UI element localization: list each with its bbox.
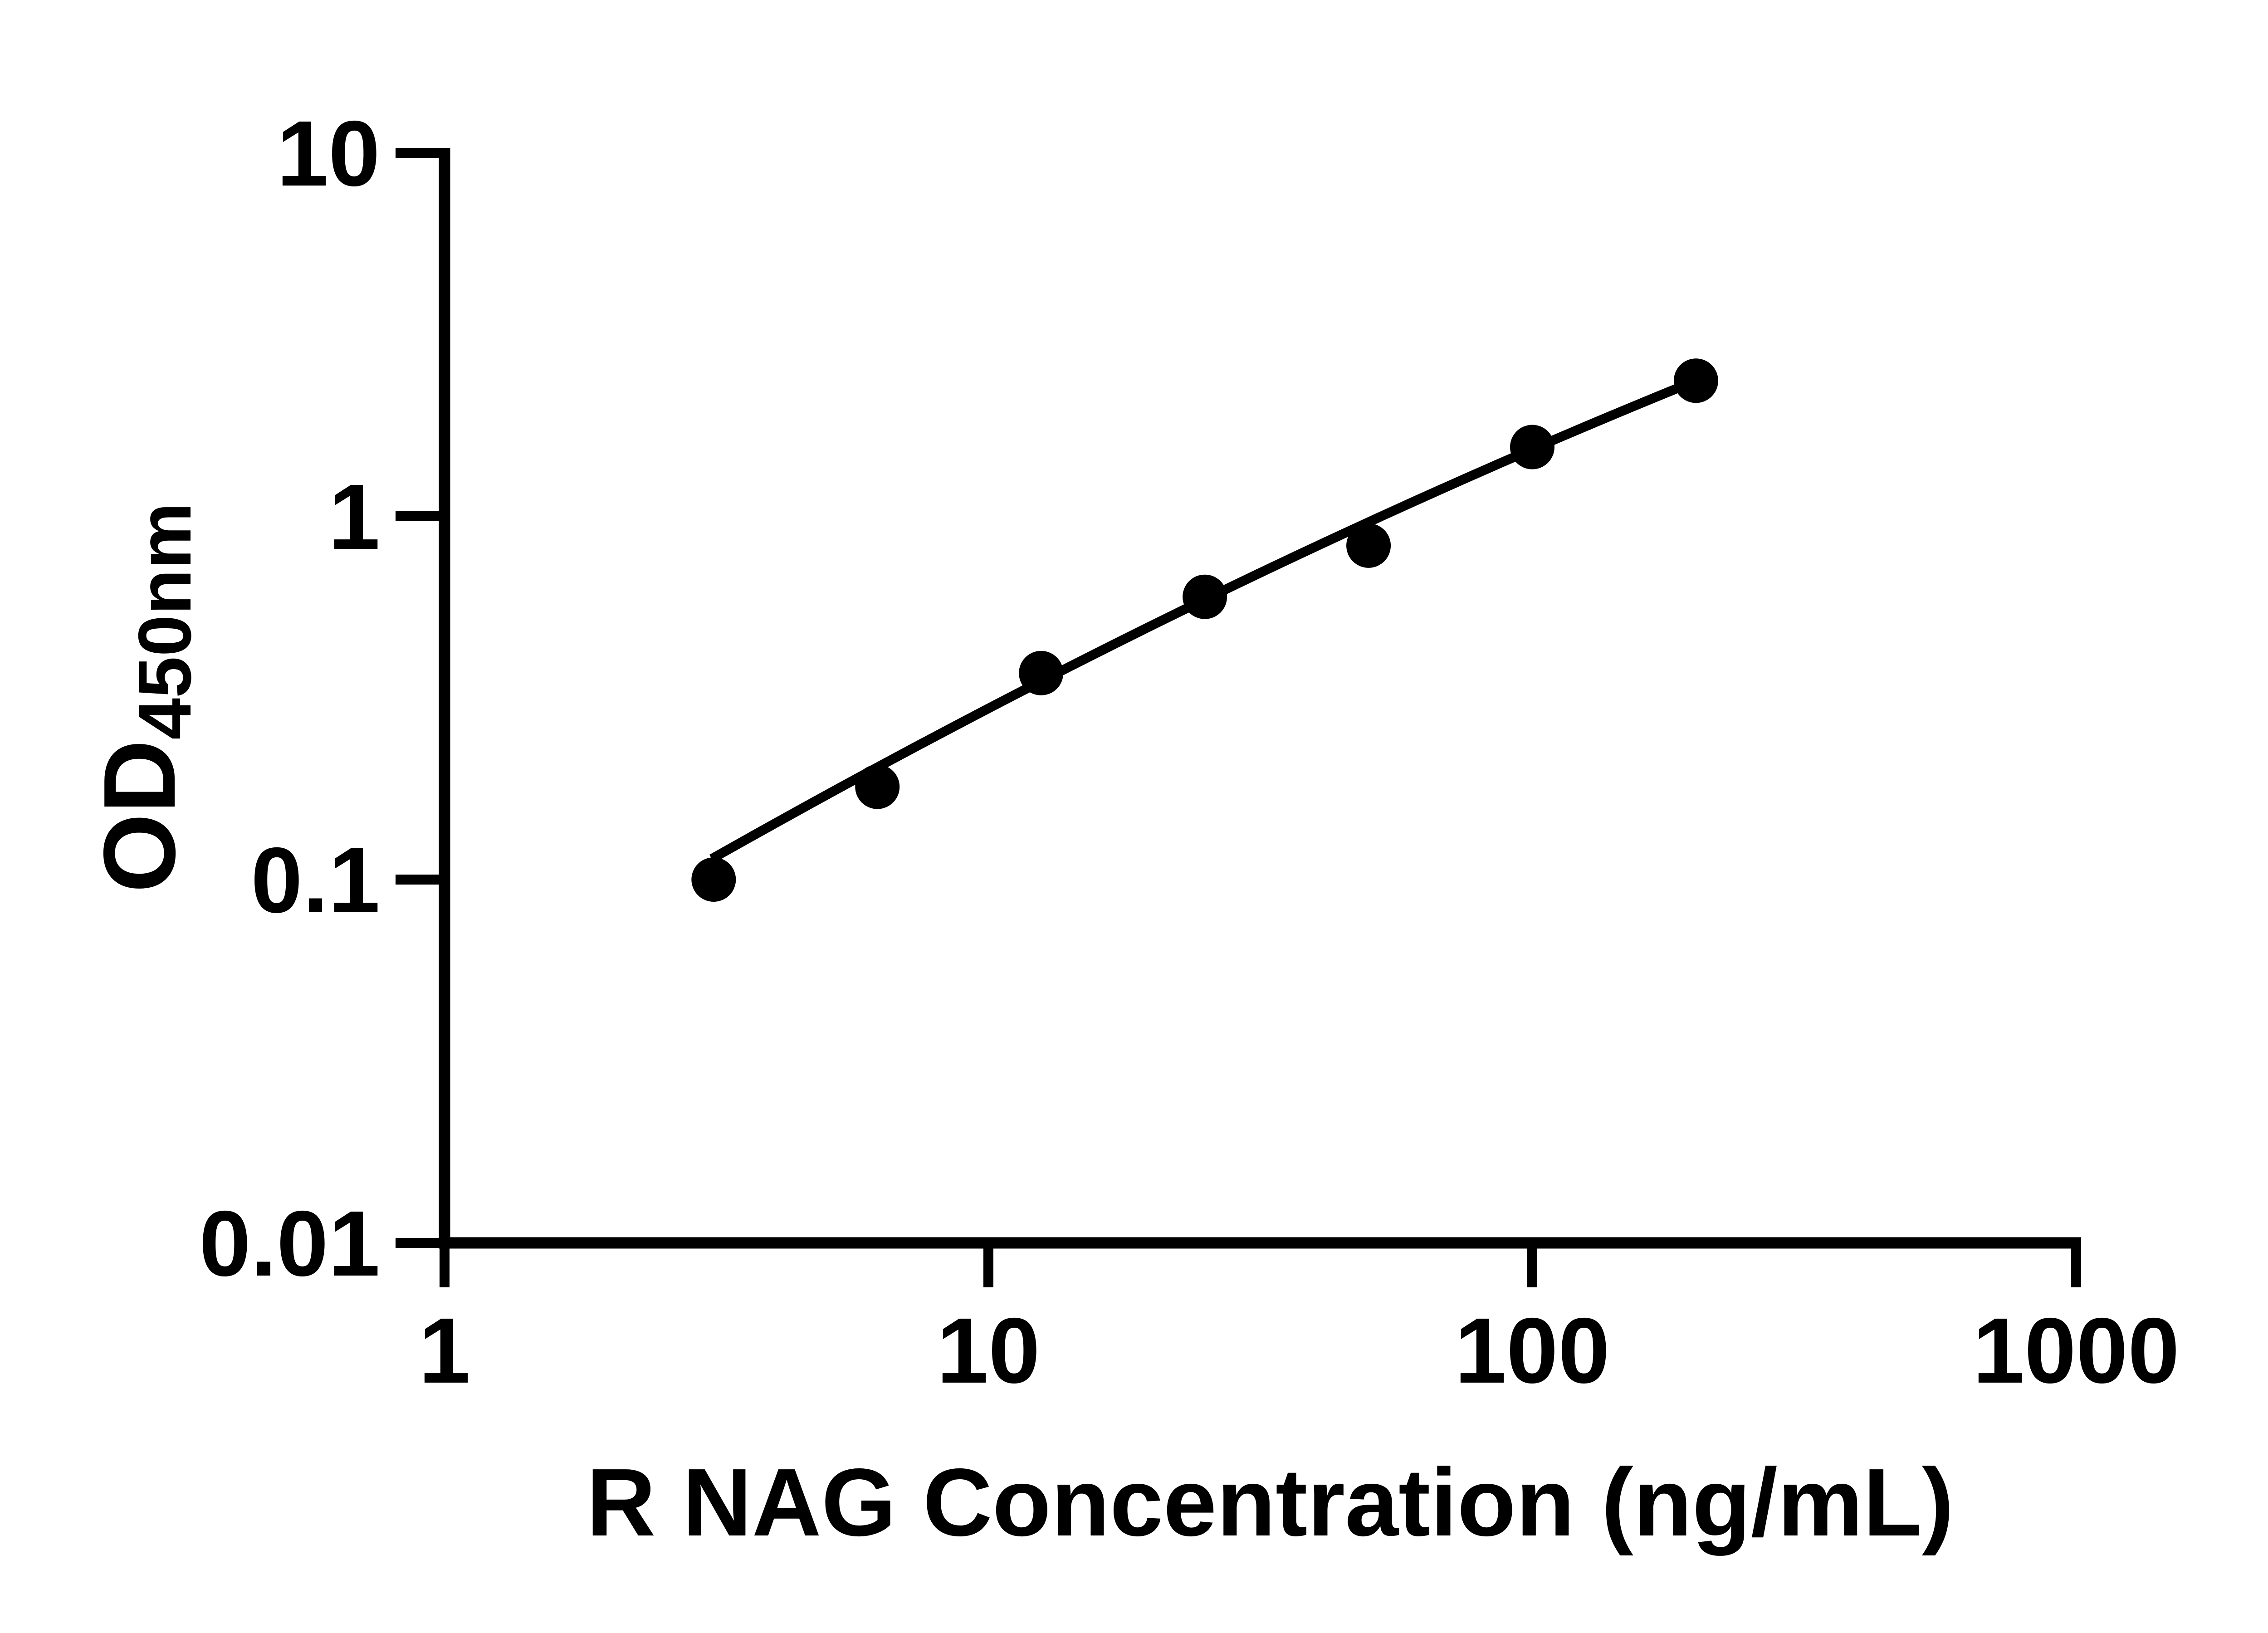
- x-axis-tick-label: 1: [419, 1299, 470, 1403]
- data-point: [1019, 650, 1064, 695]
- y-axis-tick-label: 0.01: [199, 1192, 380, 1296]
- x-axis-tick-label: 10: [937, 1299, 1040, 1403]
- x-axis-tick-label: 1000: [1973, 1299, 2180, 1403]
- data-point: [1673, 358, 1718, 403]
- y-axis-tick-label: 1: [328, 465, 380, 569]
- data-point: [1510, 425, 1554, 469]
- x-axis-tick-label: 100: [1455, 1299, 1610, 1403]
- y-axis-title-subscript: 450nm: [123, 503, 206, 740]
- y-axis-tick-label: 0.1: [251, 828, 380, 932]
- data-point: [855, 764, 900, 809]
- y-axis-tick-label: 10: [277, 102, 380, 205]
- data-point: [1346, 523, 1391, 568]
- y-axis-title: OD450nm: [82, 503, 206, 893]
- y-axis-title-main: OD: [82, 740, 196, 893]
- data-point: [1183, 574, 1227, 619]
- x-axis-title: R NAG Concentration (ng/mL): [587, 1448, 1954, 1556]
- data-point: [691, 857, 736, 902]
